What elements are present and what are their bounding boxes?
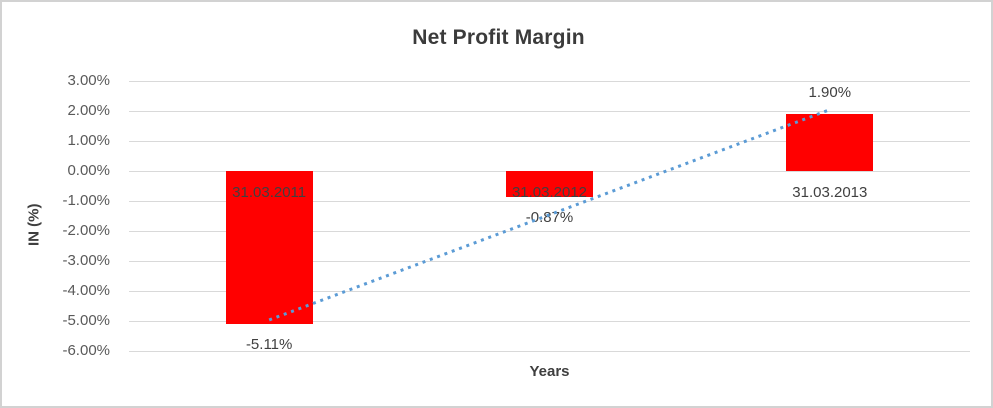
category-label: 31.03.2011 (232, 184, 307, 201)
data-label: -5.11% (245, 336, 293, 354)
y-tick-label: -4.00% (62, 282, 110, 299)
category-label: 31.03.2012 (511, 184, 588, 201)
gridline (129, 111, 970, 112)
bar (786, 114, 874, 171)
gridline (129, 321, 970, 322)
y-tick-label: 0.00% (67, 162, 110, 179)
gridline (129, 351, 970, 352)
y-tick-label: -1.00% (62, 192, 110, 209)
y-tick-label: 1.00% (67, 132, 110, 149)
category-label: 31.03.2013 (792, 184, 868, 201)
data-label: -0.87% (525, 209, 574, 227)
y-tick-label: -3.00% (62, 252, 110, 269)
y-tick-label: -2.00% (62, 222, 110, 239)
data-label: 1.90% (808, 84, 852, 101)
chart-title: Net Profit Margin (412, 26, 585, 49)
y-tick-label: 3.00% (67, 72, 110, 89)
x-axis-title: Years (529, 363, 570, 380)
y-tick-label: 2.00% (67, 102, 110, 119)
y-tick-label: -6.00% (62, 342, 110, 359)
y-tick-label: -5.00% (62, 312, 110, 329)
gridline (129, 81, 970, 82)
